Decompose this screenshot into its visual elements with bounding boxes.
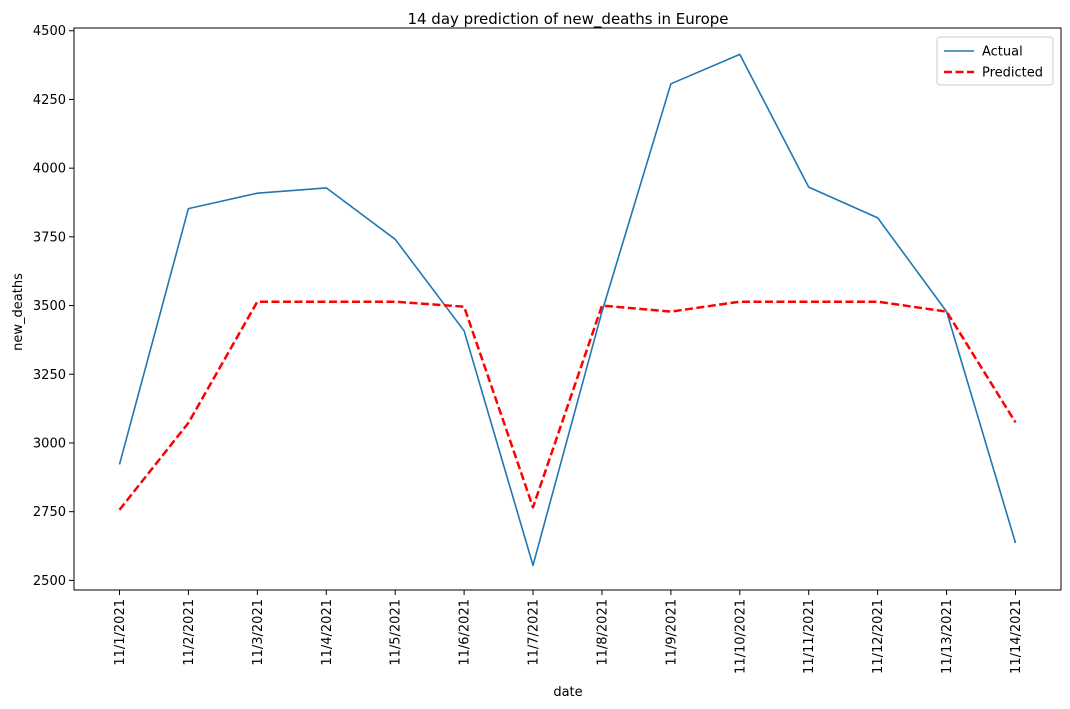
x-tick-label: 11/11/2021 xyxy=(802,599,817,674)
y-axis-ticks: 2500 2750 3000 3250 3500 3750 4000 4250 4500 xyxy=(33,24,74,589)
x-tick-label: 11/5/2021 xyxy=(389,599,404,666)
x-tick-label: 11/13/2021 xyxy=(940,599,955,674)
y-tick-label: 4500 xyxy=(33,24,66,39)
y-axis-label: new_deaths xyxy=(11,273,26,351)
y-tick-label: 4000 xyxy=(33,162,66,177)
y-tick-label: 3250 xyxy=(33,368,66,383)
series-line-predicted xyxy=(118,300,1017,511)
x-tick-label: 11/6/2021 xyxy=(458,599,473,666)
x-tick-label: 11/1/2021 xyxy=(113,599,128,666)
y-tick-label: 3500 xyxy=(33,299,66,314)
x-tick-label: 11/14/2021 xyxy=(1009,599,1024,674)
legend: Actual Predicted xyxy=(936,36,1054,86)
x-tick-label: 11/8/2021 xyxy=(595,599,610,666)
x-tick-label: 11/9/2021 xyxy=(664,599,679,666)
x-tick-label: 11/7/2021 xyxy=(527,599,542,666)
x-tick-label: 11/12/2021 xyxy=(871,599,886,674)
y-tick-label: 2500 xyxy=(33,574,66,589)
x-tick-label: 11/4/2021 xyxy=(320,599,335,666)
chart-title: 14 day prediction of new_deaths in Europ… xyxy=(407,10,728,29)
x-tick-label: 11/10/2021 xyxy=(733,599,748,674)
series-lines xyxy=(118,53,1017,567)
y-tick-label: 2750 xyxy=(33,505,66,520)
series-line-actual xyxy=(118,53,1017,567)
legend-box xyxy=(936,36,1054,86)
legend-label-actual: Actual xyxy=(982,45,1023,60)
x-axis-ticks: 11/1/2021 11/2/2021 11/3/2021 11/4/2021 11/5… xyxy=(113,590,1024,674)
y-tick-label: 3000 xyxy=(33,436,66,451)
y-tick-label: 4250 xyxy=(33,93,66,108)
x-tick-label: 11/2/2021 xyxy=(182,599,197,666)
legend-label-predicted: Predicted xyxy=(982,66,1043,81)
plot-frame xyxy=(73,27,1062,591)
plot-area xyxy=(73,27,1062,591)
x-tick-label: 11/3/2021 xyxy=(251,599,266,666)
x-axis-label: date xyxy=(553,685,582,700)
y-tick-label: 3750 xyxy=(33,230,66,245)
